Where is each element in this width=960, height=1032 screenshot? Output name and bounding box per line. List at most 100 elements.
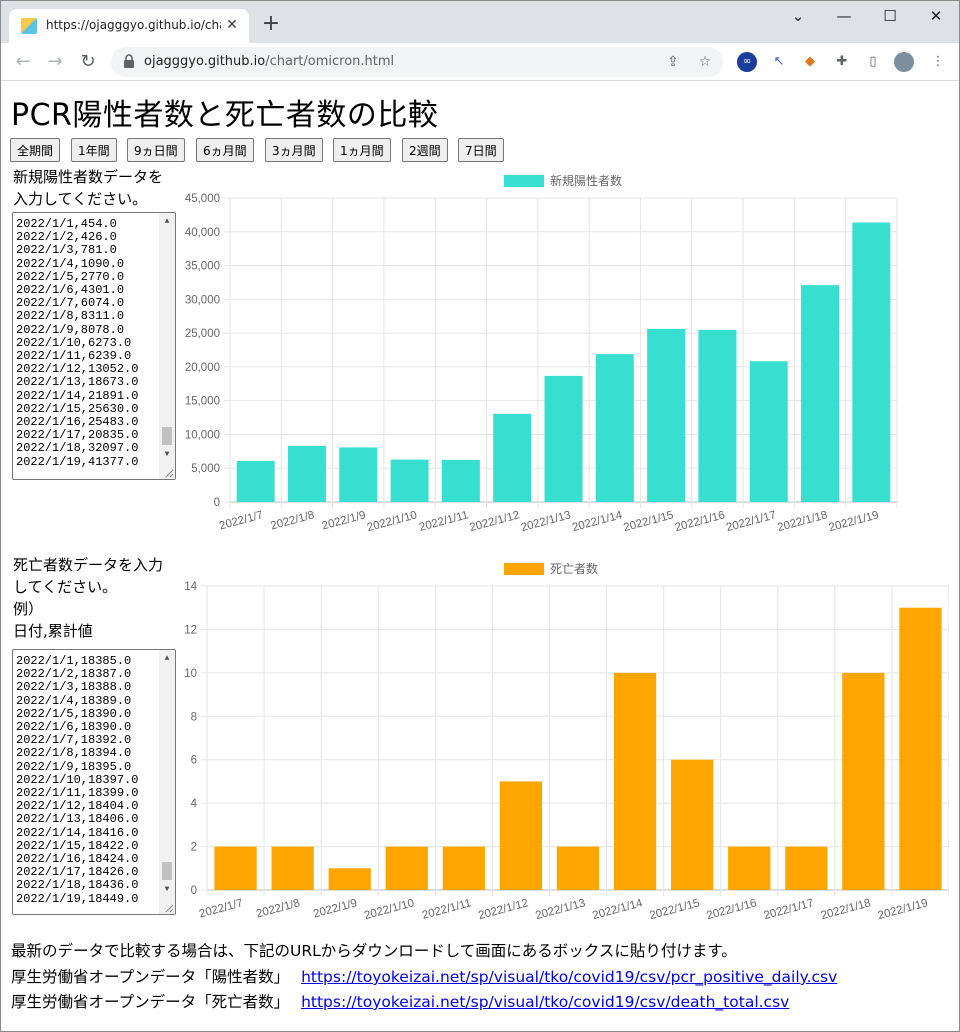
positive-source-row: 厚生労働省オープンデータ「陽性者数」 https://toyokeizai.net… [11,965,837,987]
scroll-up-icon[interactable]: ▲ [164,654,170,663]
x-tick-label: 2022/1/17 [725,509,778,534]
new-tab-button[interactable]: + [261,11,281,36]
positive-label-line: 入力してください。 [13,190,148,208]
y-tick-label: 14 [184,581,197,593]
y-tick-label: 0 [191,885,197,897]
range-button-1y[interactable]: 1年間 [71,138,117,162]
cursor-extension-icon[interactable]: ↖ [773,54,785,69]
y-tick-label: 40,000 [185,227,220,239]
bar [852,222,891,502]
textarea-line: 2022/1/2,426.0 [16,230,117,245]
textarea-line: 2022/1/11,6239.0 [16,349,132,364]
url-text: ojagggyo.github.io/chart/omicron.html [144,54,394,69]
x-tick-label: 2022/1/17 [763,897,816,922]
range-button-6m[interactable]: 6ヵ月間 [196,138,254,162]
share-icon[interactable]: ⇪ [667,54,679,70]
textarea-line: 2022/1/4,18389.0 [16,693,132,708]
chart-legend: 死亡者数 [504,561,598,576]
bar [556,846,600,890]
bar [842,672,885,890]
x-tick-label: 2022/1/13 [520,509,573,534]
x-tick-label: 2022/1/16 [674,509,727,534]
textarea-line: 2022/1/9,18395.0 [16,759,132,774]
range-button-all[interactable]: 全期間 [10,138,61,162]
x-tick-label: 2022/1/11 [418,509,470,534]
textarea-line: 2022/1/3,781.0 [16,243,117,258]
bar [287,445,326,502]
tab-search-icon[interactable]: ⌄ [791,7,805,25]
y-tick-label: 15,000 [185,396,220,408]
range-button-9m[interactable]: 9ヵ日間 [127,138,185,162]
positive-input-label: 新規陽性者数データを 入力してください。 [13,166,163,210]
range-button-3m[interactable]: 3ヵ月間 [265,138,323,162]
scroll-down-icon[interactable]: ▼ [164,450,170,459]
textarea-line: 2022/1/17,20835.0 [16,428,139,443]
positive-bar-chart: 新規陽性者数 0 5,000 10,000 15,000 20,000 25,000 30,0… [185,173,898,534]
death-label-line: 日付,累計値 [13,622,93,640]
death-input-label: 死亡者数データを入力 してください。 例） 日付,累計値 [13,554,163,642]
positive-source-link[interactable]: https://toyokeizai.net/sp/visual/tko/cov… [301,968,838,986]
y-tick-label: 10,000 [185,429,220,441]
scroll-thumb[interactable] [162,427,172,445]
bar [698,329,737,502]
resize-grip-icon[interactable] [164,903,174,913]
x-tick-label: 2022/1/14 [591,897,644,922]
textarea-line: 2022/1/8,18394.0 [16,746,132,761]
window-close-button[interactable]: ✕ [929,7,943,25]
minimize-button[interactable]: — [836,7,852,25]
legend-label: 死亡者数 [550,561,598,576]
textarea-line: 2022/1/15,25630.0 [16,401,139,416]
scroll-thumb[interactable] [162,862,172,880]
browser-tab[interactable]: https://ojagggyo.github.io/chart/ ✕ [9,9,249,43]
x-tick-label: 2022/1/18 [820,897,873,922]
x-tick-label: 2022/1/7 [198,897,244,920]
bar [647,328,686,502]
address-bar[interactable]: ojagggyo.github.io/chart/omicron.html ⇪ … [111,47,723,77]
bar [899,607,942,890]
textarea-line: 2022/1/19,18449.0 [16,891,139,906]
reload-icon[interactable]: ↻ [80,51,96,72]
x-tick-label: 2022/1/15 [648,897,701,922]
range-button-7d[interactable]: 7日間 [458,138,504,162]
death-source-link[interactable]: https://toyokeizai.net/sp/visual/tko/cov… [301,993,790,1011]
bar [390,459,429,502]
steem-extension-icon[interactable]: ∞ [737,52,757,72]
maximize-button[interactable]: ☐ [883,7,897,25]
death-data-textarea[interactable]: 2022/1/1,18385.0 2022/1/2,18387.0 2022/1/3… [12,649,176,915]
death-source-row: 厚生労働省オープンデータ「死亡者数」 https://toyokeizai.net… [11,990,789,1012]
positive-textarea-scrollbar[interactable]: ▲ ▼ [159,213,175,479]
range-button-2w[interactable]: 2週間 [402,138,448,162]
positive-data-textarea[interactable]: 2022/1/1,454.0 2022/1/2,426.0 2022/1/3,781… [12,212,176,480]
scroll-up-icon[interactable]: ▲ [164,217,170,226]
y-tick-label: 6 [191,755,197,767]
bar [385,846,428,890]
back-arrow-icon[interactable]: ← [15,51,31,72]
positive-textarea-content: 2022/1/1,454.0 2022/1/2,426.0 2022/1/3,781… [16,217,161,469]
textarea-line: 2022/1/13,18673.0 [16,375,139,390]
legend-swatch [504,175,544,187]
bar [801,285,840,502]
extensions-puzzle-icon[interactable]: ✚ [836,54,848,69]
tab-close-icon[interactable]: ✕ [226,17,238,33]
bar [544,375,583,502]
textarea-line: 2022/1/12,13052.0 [16,362,139,377]
forward-arrow-icon[interactable]: → [47,51,63,72]
textarea-line: 2022/1/14,21891.0 [16,388,139,403]
metamask-fox-icon[interactable]: ◆ [805,54,815,69]
side-panel-icon[interactable]: ▯ [869,54,877,69]
x-tick-label: 2022/1/12 [477,897,530,922]
x-tick-label: 2022/1/16 [705,897,758,922]
x-tick-label: 2022/1/8 [255,897,301,920]
death-textarea-scrollbar[interactable]: ▲ ▼ [159,650,175,914]
bookmark-star-icon[interactable]: ☆ [698,54,712,70]
y-tick-label: 30,000 [185,294,220,306]
y-tick-label: 8 [191,711,197,723]
x-tick-label: 2022/1/19 [828,509,881,534]
resize-grip-icon[interactable] [164,468,174,478]
range-button-1m[interactable]: 1ヵ月間 [333,138,391,162]
textarea-line: 2022/1/10,6273.0 [16,335,132,350]
menu-kebab-icon[interactable]: ⋮ [931,54,945,69]
scroll-down-icon[interactable]: ▼ [164,885,170,894]
profile-avatar[interactable] [894,52,914,72]
bar [339,447,378,502]
